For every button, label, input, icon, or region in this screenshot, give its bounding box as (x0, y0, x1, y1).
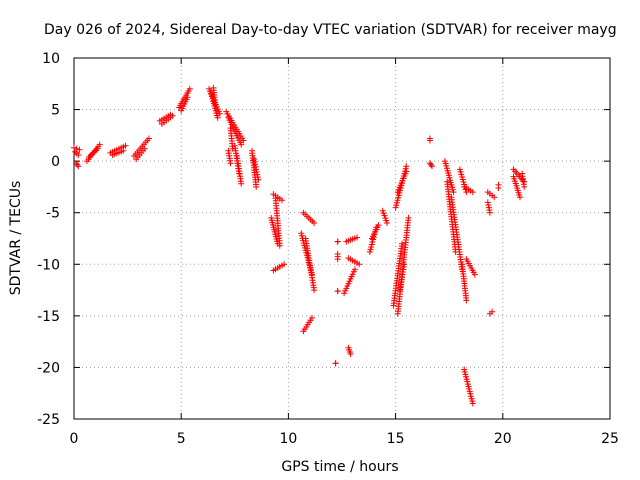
y-tick-label: 0 (51, 154, 60, 170)
data-point (463, 297, 470, 304)
data-point (186, 85, 193, 92)
data-point (311, 220, 318, 226)
data-point (489, 308, 496, 315)
data-point (469, 400, 476, 407)
data-point (403, 163, 410, 170)
axis-ticks: 0 5 10 15 20 25 -25 -20 -15 -10 -5 0 5 10 (37, 51, 619, 447)
y-tick-label: 5 (51, 103, 60, 119)
data-point (253, 183, 260, 190)
data-point (311, 287, 318, 294)
plot-frame (73, 57, 611, 420)
data-point (75, 152, 82, 158)
data-point (354, 234, 360, 241)
data-point (471, 271, 478, 278)
data-point (255, 176, 262, 183)
data-point (334, 288, 341, 295)
x-tick-label: 15 (387, 431, 405, 447)
data-point (351, 266, 358, 273)
data-point (429, 163, 435, 170)
data-point (169, 112, 176, 119)
data-point (238, 180, 245, 187)
data-point (281, 261, 288, 268)
data-point (122, 142, 129, 149)
data-point (274, 240, 281, 247)
data-point (521, 183, 528, 190)
y-tick-label: 10 (42, 51, 60, 67)
grid-lines (74, 58, 610, 419)
data-point (238, 141, 245, 148)
data-point (469, 189, 476, 196)
data-point (517, 194, 523, 201)
y-tick-label: -20 (37, 360, 60, 376)
data-point (76, 146, 83, 153)
data-point (212, 101, 219, 108)
data-point (184, 94, 191, 101)
data-points (71, 84, 528, 407)
x-tick-label: 0 (70, 431, 79, 447)
data-point (399, 240, 405, 247)
data-point (332, 360, 339, 367)
x-tick-label: 10 (279, 431, 297, 447)
data-point (71, 144, 77, 151)
y-tick-label: -10 (37, 257, 60, 273)
data-point (401, 261, 408, 268)
x-tick-label: 5 (177, 431, 186, 447)
data-point (347, 351, 354, 357)
data-point (279, 197, 285, 204)
data-point (485, 202, 492, 208)
data-point (146, 135, 152, 142)
y-tick-label: -5 (46, 206, 60, 222)
data-point (254, 174, 261, 181)
data-point (309, 314, 315, 321)
data-point (495, 185, 502, 191)
y-tick-label: -15 (37, 309, 60, 325)
data-point (426, 137, 433, 144)
data-point (334, 256, 341, 263)
x-tick-label: 20 (494, 431, 512, 447)
data-point (491, 194, 498, 201)
y-axis-label: SDTVAR / TECUs (8, 181, 24, 296)
y-tick-label: -25 (37, 412, 60, 428)
x-axis-label: GPS time / hours (281, 459, 398, 475)
data-point (403, 168, 410, 175)
data-point (486, 209, 493, 216)
data-point (141, 145, 148, 152)
data-point (384, 220, 390, 226)
data-point (405, 214, 412, 221)
chart-title: Day 026 of 2024, Sidereal Day-to-day VTE… (44, 22, 617, 38)
data-point (253, 166, 260, 173)
data-point (458, 171, 465, 178)
data-point (252, 163, 259, 170)
x-tick-label: 25 (601, 431, 619, 447)
data-point (96, 141, 103, 148)
data-point (356, 261, 363, 268)
data-point (375, 222, 382, 229)
data-point (214, 114, 221, 121)
data-point (450, 189, 457, 196)
data-point (120, 147, 127, 154)
data-point (334, 238, 341, 245)
data-point (227, 160, 234, 167)
data-point (75, 163, 82, 170)
data-point (94, 145, 101, 152)
